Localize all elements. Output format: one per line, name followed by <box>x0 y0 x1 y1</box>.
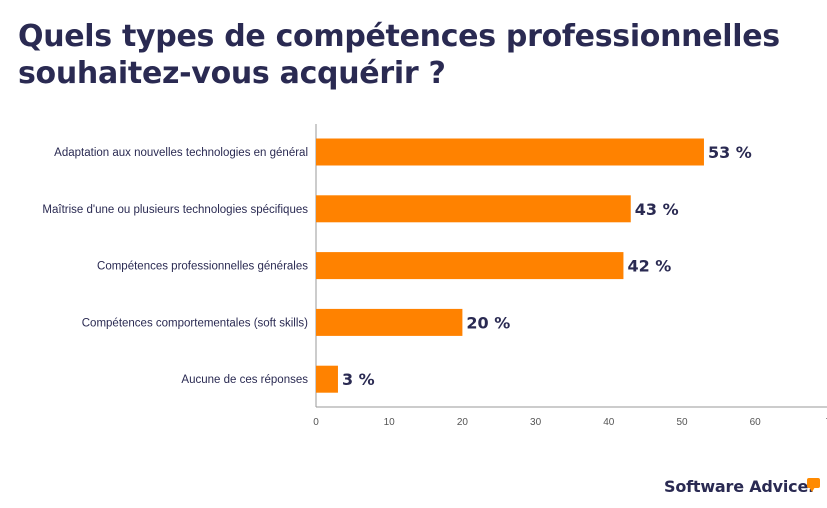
x-tick-label: 50 <box>676 417 688 428</box>
category-label: Compétences comportementales (soft skill… <box>82 317 308 329</box>
chart-title-line-2: souhaitez-vous acquérir ? <box>18 56 446 91</box>
category-label: Adaptation aux nouvelles technologies en… <box>54 147 308 159</box>
x-tick-label: 10 <box>384 417 396 428</box>
value-label: 20 % <box>466 313 510 332</box>
x-tick-label: 60 <box>750 417 762 428</box>
value-label: 53 % <box>708 143 752 162</box>
speech-bubble-icon <box>807 478 820 492</box>
bar <box>316 308 463 336</box>
x-tick-label: 40 <box>603 417 615 428</box>
bar <box>316 138 704 166</box>
x-tick-label: 20 <box>457 417 469 428</box>
category-label: Compétences professionnelles générales <box>97 261 308 273</box>
bar <box>316 365 338 393</box>
bar <box>316 252 624 280</box>
value-label: 43 % <box>635 200 679 219</box>
chart-title-line-1: Quels types de compétences professionnel… <box>18 19 780 54</box>
value-label: 42 % <box>627 257 671 276</box>
x-tick-label: 7 <box>826 417 827 428</box>
x-tick-label: 0 <box>313 417 319 428</box>
chart-title: Quels types de compétences professionnel… <box>18 18 818 92</box>
x-tick-label: 30 <box>530 417 542 428</box>
bar <box>316 195 631 223</box>
value-label: 3 % <box>342 370 375 389</box>
brand-logo-text: Software Advice. <box>664 477 814 496</box>
category-label: Aucune de ces réponses <box>181 374 308 386</box>
category-label: Maîtrise d'une ou plusieurs technologies… <box>42 204 308 216</box>
